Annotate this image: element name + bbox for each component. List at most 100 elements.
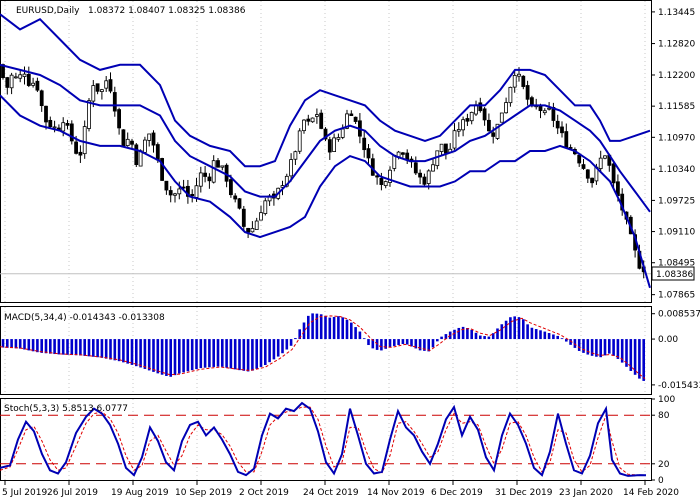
macd-bar bbox=[401, 339, 405, 345]
macd-bar bbox=[384, 339, 387, 349]
macd-bar bbox=[139, 339, 142, 368]
macd-bar bbox=[246, 339, 250, 372]
time-axis-label: 31 Dec 2019 bbox=[495, 488, 553, 498]
macd-bar bbox=[586, 339, 590, 355]
macd-bar bbox=[152, 339, 155, 372]
candle-body bbox=[388, 169, 392, 183]
candle-body bbox=[26, 73, 31, 86]
candle-body bbox=[259, 212, 263, 221]
candle-body bbox=[542, 110, 547, 114]
macd-bar bbox=[504, 320, 508, 340]
macd-axis-tick-label: 0.00 bbox=[658, 335, 678, 345]
macd-bar bbox=[496, 328, 499, 340]
macd-bar bbox=[362, 338, 366, 340]
macd-bar bbox=[117, 339, 121, 362]
macd-bar bbox=[474, 332, 478, 340]
macd-bar bbox=[522, 319, 525, 340]
stochastic-axis-tick-label: 80 bbox=[658, 411, 670, 421]
macd-bar bbox=[251, 339, 254, 371]
macd-bar bbox=[289, 339, 293, 346]
stochastic-main-line bbox=[0, 401, 647, 477]
macd-bar bbox=[444, 334, 448, 340]
macd-bar bbox=[113, 339, 117, 361]
candle-body bbox=[482, 108, 487, 121]
candle-body bbox=[319, 112, 324, 129]
macd-bar bbox=[79, 339, 82, 356]
macd-bar bbox=[70, 339, 74, 356]
macd-bar bbox=[31, 339, 35, 352]
candle-body bbox=[439, 143, 444, 152]
macd-bar bbox=[272, 339, 276, 360]
macd-bar bbox=[165, 339, 168, 377]
macd-bar bbox=[264, 339, 267, 366]
candle-body bbox=[203, 172, 208, 177]
candle-body bbox=[207, 176, 212, 182]
price-panel-frame bbox=[0, 0, 652, 303]
price-axis-tick-label: 1.08495 bbox=[658, 259, 695, 269]
candle-body bbox=[517, 73, 521, 77]
candle-body bbox=[323, 128, 328, 140]
macd-bar bbox=[195, 339, 198, 370]
candle-body bbox=[547, 107, 551, 110]
candle-body bbox=[220, 165, 225, 168]
candle-body bbox=[69, 123, 74, 142]
macd-bar bbox=[1, 339, 5, 348]
macd-bar bbox=[18, 339, 22, 349]
time-axis: 5 Jul 2019 26 Jul 2019 19 Aug 2019 10 Sep 2… bbox=[2, 481, 679, 498]
macd-bar bbox=[341, 317, 344, 340]
macd-bar bbox=[354, 327, 357, 340]
macd-bar bbox=[367, 339, 370, 346]
macd-bar bbox=[221, 339, 224, 367]
macd-bar bbox=[130, 339, 134, 365]
candle-body bbox=[9, 74, 14, 89]
candle-body bbox=[250, 228, 255, 233]
candle-body bbox=[216, 160, 220, 168]
candle-body bbox=[284, 175, 289, 187]
macd-axis-ticks: 0.008537 0.00 -0.015433 bbox=[651, 310, 700, 391]
candle-body bbox=[297, 130, 302, 152]
macd-bar bbox=[259, 339, 263, 367]
candle-body bbox=[302, 119, 306, 132]
time-axis-label: 5 Jul 2019 bbox=[2, 488, 47, 498]
candle-body bbox=[538, 105, 543, 112]
candle-body bbox=[142, 139, 147, 153]
candle-body bbox=[508, 86, 513, 104]
candle-body bbox=[310, 117, 315, 123]
macd-bar bbox=[457, 327, 461, 340]
candle-body bbox=[185, 185, 190, 197]
candle-body bbox=[332, 137, 337, 152]
macd-bar bbox=[186, 339, 190, 372]
macd-bar bbox=[431, 339, 435, 348]
macd-bar bbox=[57, 339, 61, 355]
stochastic-axis-tick-label: 20 bbox=[658, 460, 670, 470]
macd-bar bbox=[229, 339, 233, 369]
candle-body bbox=[375, 175, 380, 178]
macd-bar bbox=[298, 329, 301, 340]
macd-bar bbox=[595, 339, 598, 357]
macd-bar bbox=[577, 339, 581, 351]
candle-body bbox=[35, 80, 40, 91]
candle-body bbox=[353, 116, 358, 122]
candle-body bbox=[52, 126, 57, 129]
macd-bar bbox=[620, 339, 624, 363]
macd-bar bbox=[147, 339, 151, 371]
candle-body bbox=[289, 159, 294, 177]
macd-bar bbox=[122, 339, 125, 363]
macd-bar bbox=[410, 339, 413, 347]
candle-body bbox=[177, 188, 182, 195]
candle-body bbox=[263, 200, 268, 214]
price-panel: EURUSD,Daily 1.08372 1.08407 1.08325 1.0… bbox=[0, 0, 695, 303]
macd-bar bbox=[556, 335, 559, 340]
macd-bar bbox=[461, 326, 465, 340]
macd-bar bbox=[547, 333, 551, 340]
candle-body bbox=[117, 109, 121, 129]
candle-body bbox=[577, 154, 582, 164]
candle-body bbox=[362, 137, 367, 151]
macd-bar bbox=[393, 339, 396, 346]
macd-bar bbox=[190, 339, 194, 371]
macd-bar bbox=[307, 315, 310, 340]
candle-body bbox=[504, 102, 509, 114]
macd-bar bbox=[302, 322, 306, 340]
macd-bar bbox=[199, 339, 203, 369]
